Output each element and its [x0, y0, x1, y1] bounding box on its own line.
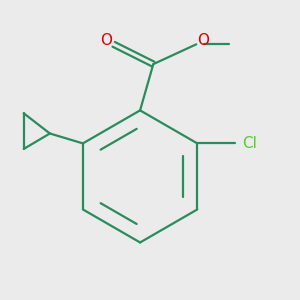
- Text: O: O: [100, 33, 112, 48]
- Text: O: O: [197, 33, 209, 48]
- Text: Cl: Cl: [242, 136, 257, 151]
